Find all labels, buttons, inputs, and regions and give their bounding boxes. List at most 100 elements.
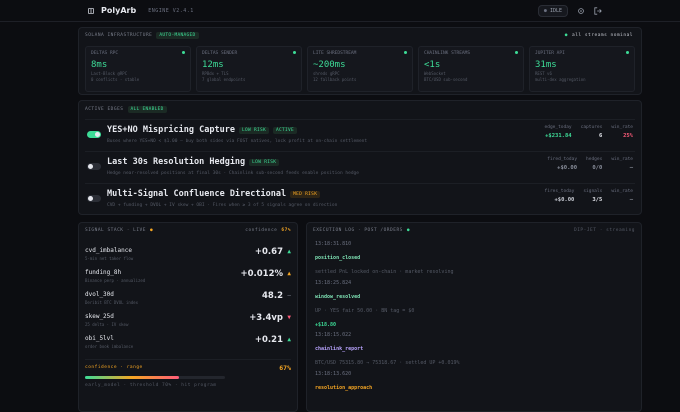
infra-badge: AUTO-MANAGED xyxy=(156,32,199,39)
signal-row: funding_8h Binance perp · annualized +0.01… xyxy=(85,265,291,293)
divider xyxy=(85,359,291,360)
version: ENGINE V2.4.1 xyxy=(148,7,194,14)
stat-label: signals xyxy=(583,189,603,194)
infra-card: DELTAS SENDER 12ms RPBdx + TLS 7 global end… xyxy=(196,46,302,92)
signal-trend: ▲ xyxy=(287,336,291,343)
card-name: DELTAS SENDER xyxy=(202,51,238,56)
infra-card: DELTAS RPC 8ms Last-Block @RPC 0 conflicts … xyxy=(85,46,191,92)
log-amount: +$18.80 xyxy=(315,322,337,328)
infra-card: JUPITER API 31ms REST v6 multi-dex aggregat… xyxy=(529,46,635,92)
card-line: WebSocket xyxy=(424,71,446,76)
edge-badge: LOW RISK xyxy=(238,126,270,134)
toggle[interactable] xyxy=(87,131,101,138)
signal-name: dvol_30d xyxy=(85,291,114,298)
card-value: 8ms xyxy=(91,60,108,70)
card-line: RPBdx + TLS xyxy=(202,71,229,76)
stat-value: +$0.00 xyxy=(554,197,575,203)
signal-name: obi_5lvl xyxy=(85,335,114,342)
log-detail: UP · YES fair 50.00 · BN tag = $0 xyxy=(315,308,415,314)
edge-title: Multi-Signal Confluence Directional xyxy=(107,189,287,199)
stat: win_rate — xyxy=(611,157,633,171)
stat-label: fired_today xyxy=(547,157,578,162)
log-event: resolution_approach xyxy=(315,385,373,391)
stat-value: 25% xyxy=(623,133,633,139)
toggle[interactable] xyxy=(87,163,101,170)
stat-value: 6 xyxy=(599,133,603,139)
logout-button[interactable] xyxy=(594,6,602,15)
card-name: DELTAS RPC xyxy=(91,51,119,56)
log-panel: EXECUTION LOG · POST /ORDERS ● DIP-JET · … xyxy=(306,222,642,412)
footer-note: early_model · threshold 70% · hit progra… xyxy=(85,383,217,388)
card-line: 0 conflicts · stable xyxy=(91,77,140,82)
header: PolyArb ENGINE V2.4.1 ● IDLE xyxy=(0,0,680,22)
log-time: 13:18:31.810 xyxy=(315,241,352,247)
signal-row: obi_5lvl order book imbalance +0.21 ▲ xyxy=(85,331,291,359)
stat: fires_today +$0.00 xyxy=(545,189,575,203)
card-line: BTC/USD sub-second xyxy=(424,77,468,82)
log-entry: 13:18:13.620 resolution_approach xyxy=(315,371,633,391)
settings-button[interactable] xyxy=(577,7,585,15)
edge-badge: ACTIVE xyxy=(273,126,298,134)
log-status: DIP-JET · streaming xyxy=(574,228,635,233)
stat: win_rate 25% xyxy=(611,125,633,139)
stat-value: 0/0 xyxy=(592,165,603,171)
stat-value: 3/5 xyxy=(592,197,603,203)
stat-label: hedges xyxy=(586,157,603,162)
card-line: Last-Block @RPC xyxy=(91,71,128,76)
edges-badge: ALL ENABLED xyxy=(127,106,167,113)
signal-value: 48.2 xyxy=(262,291,283,301)
signal-row: dvol_30d Deribit BTC DVOL index 48.2 — xyxy=(85,287,291,315)
signal-sub: 5-min net taker flow xyxy=(85,256,134,261)
card-line: 7 global endpoints xyxy=(202,77,246,82)
log-event: chainlink_report xyxy=(315,346,364,352)
signal-value: +0.67 xyxy=(254,247,283,257)
log-detail: BTC/USD 75315.80 → 75318.67 · settled UP… xyxy=(315,360,460,366)
edges-header: ACTIVE EDGES ALL ENABLED xyxy=(85,106,167,113)
signal-sub: 25 delta · IV skew xyxy=(85,322,129,327)
infra-title: SOLANA INFRASTRUCTURE xyxy=(85,33,153,38)
toggle[interactable] xyxy=(87,195,101,202)
edge-description: CVD + funding + DVOL + IV skew + OBI · F… xyxy=(107,203,338,208)
confidence-label: confidence xyxy=(245,228,278,233)
stat-label: win_rate xyxy=(611,157,633,162)
status-dot xyxy=(293,51,296,54)
log-header: EXECUTION LOG · POST /ORDERS ● xyxy=(313,228,411,233)
stat: captures 6 xyxy=(581,125,603,139)
footer-confidence: 67% xyxy=(279,364,291,372)
edges-panel: ACTIVE EDGES ALL ENABLED YES+NO Mispricin… xyxy=(78,100,642,215)
card-line: REST v6 xyxy=(535,71,552,76)
log-time: 13:18:25.824 xyxy=(315,280,352,286)
edge-title: Last 30s Resolution Hedging xyxy=(107,157,246,167)
infra-header: SOLANA INFRASTRUCTURE AUTO-MANAGED xyxy=(85,32,199,39)
logo xyxy=(88,7,94,14)
card-line: multi-dex aggregation xyxy=(535,77,586,82)
brand: PolyArb xyxy=(101,6,137,15)
edge-badge: LOW RISK xyxy=(249,158,280,166)
status-dot xyxy=(515,51,518,54)
card-line: shreds gRPC xyxy=(313,71,340,76)
edge-name: Last 30s Resolution Hedging LOW RISK xyxy=(107,157,280,167)
signals-title: SIGNAL STACK · LIVE xyxy=(85,228,146,233)
edge-description: Hedge near-resolved positions at final 3… xyxy=(107,171,359,176)
signal-name: funding_8h xyxy=(85,269,122,276)
card-value: ~200ms xyxy=(313,60,346,70)
edge-title: YES+NO Mispricing Capture xyxy=(107,125,235,135)
stat: signals 3/5 xyxy=(583,189,602,203)
infra-status: ● all streams nominal xyxy=(564,33,633,38)
edges-title: ACTIVE EDGES xyxy=(85,107,124,112)
signal-name: skew_25d xyxy=(85,313,114,320)
card-value: 31ms xyxy=(535,60,557,70)
edge-row: YES+NO Mispricing Capture LOW RISK ACTIVE B… xyxy=(85,119,635,151)
card-value: <1s xyxy=(424,60,441,70)
infra-status-text: all streams nominal xyxy=(572,33,633,38)
edge-stats: fires_today +$0.00 signals 3/5 win_rate — xyxy=(545,189,633,203)
stat-label: fires_today xyxy=(544,189,575,194)
log-detail: settled PnL locked on-chain · market res… xyxy=(315,269,454,275)
confidence-bar xyxy=(85,376,179,379)
signal-row: cvd_imbalance 5-min net taker flow +0.67 ▲ xyxy=(85,243,291,271)
signals-header: SIGNAL STACK · LIVE ● xyxy=(85,228,154,233)
log-time: 13:18:15.022 xyxy=(315,332,352,338)
status-pill[interactable]: ● IDLE xyxy=(537,4,568,17)
status: IDLE xyxy=(549,7,562,14)
edge-badge: MED RISK xyxy=(290,190,321,198)
